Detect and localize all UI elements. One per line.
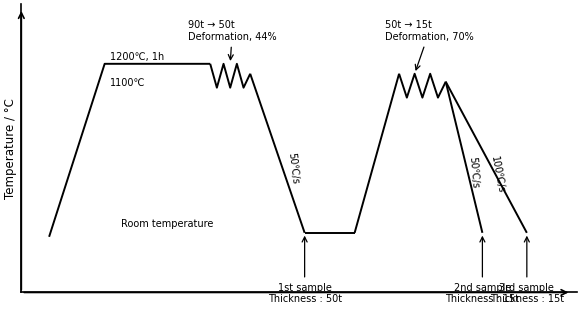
Text: 50℃/s: 50℃/s xyxy=(467,157,479,189)
Text: 90t → 50t
Deformation, 44%: 90t → 50t Deformation, 44% xyxy=(188,20,277,60)
Text: 3rd sample
Thickness : 15t: 3rd sample Thickness : 15t xyxy=(490,237,564,304)
Text: 2nd sample
Thickness : 15t: 2nd sample Thickness : 15t xyxy=(445,237,519,304)
Text: 50℃/s: 50℃/s xyxy=(286,152,300,185)
Text: 1st sample
Thickness : 50t: 1st sample Thickness : 50t xyxy=(268,237,342,304)
Text: 1100℃: 1100℃ xyxy=(110,78,146,88)
Text: 1200℃, 1h: 1200℃, 1h xyxy=(110,52,164,62)
Text: 100℃/s: 100℃/s xyxy=(489,155,506,194)
Text: 50t → 15t
Deformation, 70%: 50t → 15t Deformation, 70% xyxy=(385,20,474,70)
Y-axis label: Temperature / °C: Temperature / °C xyxy=(4,98,17,199)
Text: Room temperature: Room temperature xyxy=(121,219,214,229)
